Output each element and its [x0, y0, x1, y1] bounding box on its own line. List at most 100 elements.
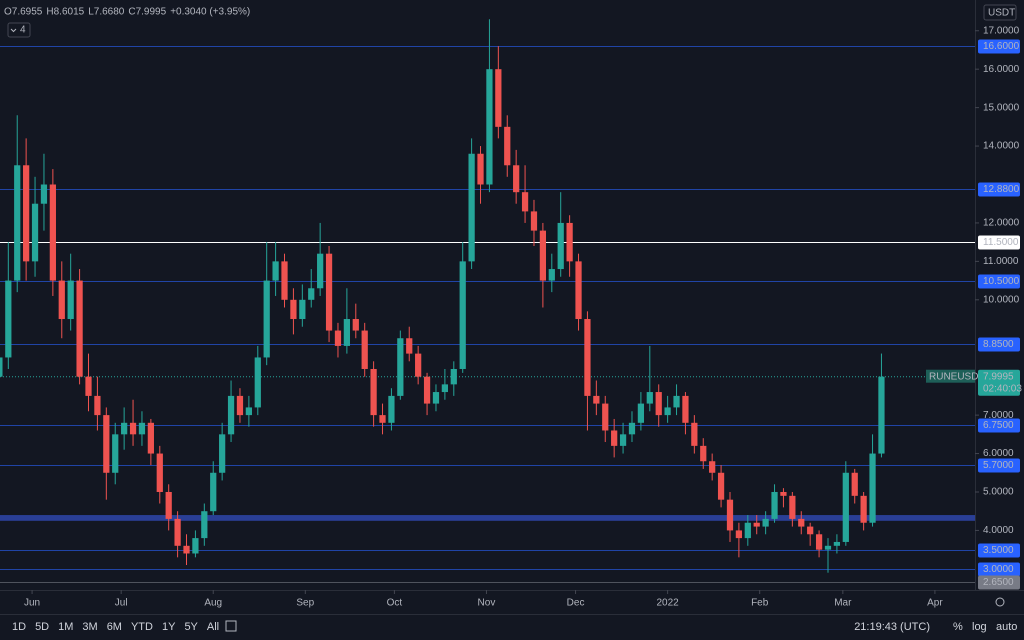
candle-body: [593, 395, 600, 404]
y-tick-label: 11.0000: [983, 256, 1019, 267]
range-button[interactable]: 1M: [58, 621, 73, 633]
log-toggle[interactable]: log: [972, 621, 987, 633]
level-label-box: [978, 562, 1020, 577]
candle-body: [334, 330, 342, 346]
level-label-box: [978, 418, 1020, 433]
candle-body: [468, 153, 475, 262]
candle-body: [655, 392, 662, 416]
candle-body: [851, 472, 858, 496]
candle-body: [637, 403, 645, 423]
candle-body: [76, 280, 83, 377]
candle-body: [495, 69, 502, 127]
level-label-box: [978, 458, 1020, 473]
candle-body: [691, 422, 698, 446]
last-price-box: [978, 369, 1020, 396]
level-label-box: [978, 337, 1020, 352]
range-button[interactable]: YTD: [131, 621, 153, 633]
indicator-toggle[interactable]: [7, 22, 31, 38]
symbol-box: [926, 369, 975, 383]
candle-body: [281, 261, 288, 300]
change: +0.3040 (+3.95%): [170, 7, 250, 18]
plot-area: [0, 19, 975, 583]
candle-body: [566, 222, 573, 262]
candle-body: [833, 541, 841, 546]
candle-body: [807, 526, 814, 535]
y-tick-label: 6.0000: [983, 448, 1014, 459]
candle-body: [735, 530, 743, 539]
candle-body: [459, 261, 466, 369]
range-button[interactable]: All: [207, 621, 219, 633]
candle-body: [129, 422, 137, 435]
y-tick-label: 5.0000: [983, 487, 1014, 498]
range-button[interactable]: 6M: [107, 621, 122, 633]
candle-body: [646, 392, 653, 404]
level-label-box: [978, 182, 1020, 197]
candle-body: [112, 434, 119, 473]
gear[interactable]: [995, 597, 1005, 607]
candle-body: [664, 407, 671, 416]
candle-body: [361, 330, 368, 369]
candle-body: [717, 472, 725, 500]
candle-body: [477, 153, 484, 185]
currency-label[interactable]: USDT: [988, 8, 1015, 19]
percent-toggle[interactable]: %: [953, 621, 963, 633]
y-tick-label: 10.0000: [983, 294, 1020, 305]
level-label: 5.7000: [983, 460, 1014, 471]
candle-body: [85, 376, 92, 396]
range-button[interactable]: 1Y: [162, 621, 176, 633]
range-button[interactable]: 5D: [35, 621, 49, 633]
candle-body: [575, 261, 582, 320]
candle-body: [753, 522, 760, 527]
candle-body: [798, 518, 805, 527]
candle-body: [771, 491, 778, 519]
candle-body: [147, 422, 154, 454]
candle-body: [611, 430, 618, 446]
candle-body: [14, 165, 21, 281]
range-button[interactable]: 1D: [12, 621, 26, 633]
ohlc-value: 7.6955: [12, 7, 43, 18]
candle-body: [860, 495, 867, 523]
level-label: 3.0000: [983, 564, 1014, 575]
symbol-label: RUNEUSDT: [929, 371, 985, 382]
y-tick-label: 14.0000: [983, 141, 1020, 152]
candle-body: [415, 353, 422, 377]
candle-body: [370, 368, 377, 416]
candle-body: [325, 253, 333, 331]
candle-body: [227, 395, 235, 435]
ohlc-key: H: [46, 7, 53, 18]
x-tick-label: Oct: [387, 598, 403, 609]
candle-body: [263, 280, 270, 358]
chevron-icon: [10, 28, 17, 33]
x-tick-label: Mar: [834, 598, 852, 609]
candle-body: [210, 472, 217, 512]
auto-toggle[interactable]: auto: [996, 621, 1017, 633]
compare-icon[interactable]: [225, 620, 237, 632]
candle-body: [406, 338, 413, 354]
range-button[interactable]: 5Y: [184, 621, 198, 633]
candle-body: [557, 222, 564, 270]
level-label: 10.5000: [983, 276, 1020, 287]
candle-body: [628, 422, 636, 435]
last-price-label: 7.9995: [983, 371, 1014, 382]
candle-body: [272, 261, 279, 281]
range-button[interactable]: 3M: [82, 621, 97, 633]
candle-body: [49, 184, 56, 281]
candle-body: [94, 395, 101, 416]
y-tick-label: 17.0000: [983, 25, 1020, 36]
level-label-box: [978, 543, 1020, 558]
x-tick-label: Jun: [24, 598, 40, 609]
ohlc-value: 7.6680: [94, 7, 125, 18]
candle-body: [682, 395, 689, 423]
settings-icon[interactable]: [995, 597, 1005, 607]
date-range-icon[interactable]: [225, 620, 237, 632]
ohlc-key: C: [128, 7, 135, 18]
candle-body: [397, 338, 404, 396]
candle-body: [308, 288, 315, 300]
candle-body: [103, 415, 110, 473]
currency-button[interactable]: [983, 4, 1017, 21]
level-label: 16.6000: [983, 41, 1020, 52]
candle-body: [815, 534, 823, 550]
candle-body: [192, 538, 199, 554]
ohlc-key: L: [88, 7, 94, 18]
